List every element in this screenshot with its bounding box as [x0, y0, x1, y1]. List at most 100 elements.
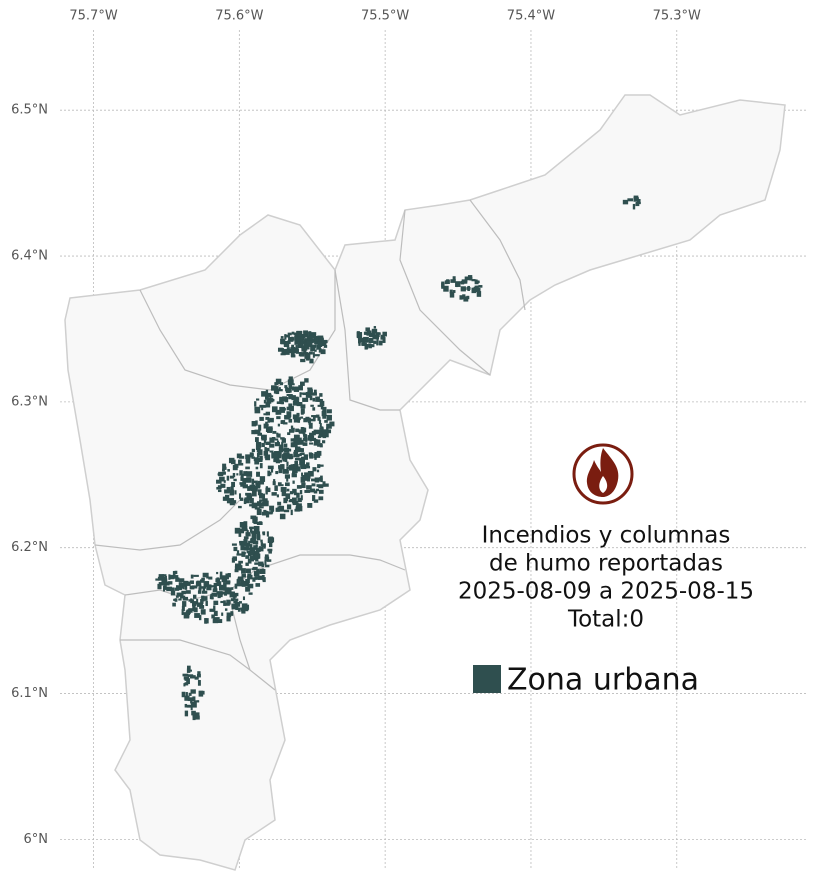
urban-patch — [375, 332, 381, 335]
urban-patch — [297, 343, 304, 349]
urban-patch — [249, 544, 253, 549]
urban-patch — [247, 574, 253, 580]
urban-patch — [238, 505, 242, 509]
urban-patch — [223, 582, 227, 588]
urban-patch — [232, 595, 237, 598]
urban-patch — [262, 531, 265, 534]
urban-patch — [238, 529, 244, 532]
urban-patch — [373, 326, 377, 329]
urban-patch — [288, 349, 293, 354]
urban-patch — [460, 286, 466, 292]
urban-patch — [255, 544, 258, 547]
urban-patch — [192, 604, 196, 611]
annotation-line: 2025-08-09 a 2025-08-15 — [458, 579, 754, 605]
annotation-line: Incendios y columnas — [482, 523, 731, 549]
urban-patch — [245, 525, 248, 529]
y-tick-label: 6.1°N — [11, 686, 48, 701]
urban-patch — [190, 697, 193, 704]
urban-patch — [627, 198, 633, 202]
urban-patch — [217, 485, 222, 489]
urban-patch — [277, 501, 282, 506]
urban-patch — [294, 340, 299, 345]
urban-patch — [475, 280, 480, 284]
urban-patch — [232, 472, 236, 478]
urban-patch — [249, 498, 254, 504]
urban-patch — [312, 495, 316, 502]
urban-patch — [305, 391, 312, 398]
urban-patch — [273, 389, 278, 394]
urban-patch — [259, 492, 263, 499]
urban-patch — [286, 415, 291, 419]
urban-patch — [298, 429, 301, 434]
legend-label: Zona urbana — [507, 663, 699, 698]
urban-patch — [265, 389, 269, 396]
urban-patch — [295, 337, 301, 341]
urban-patch — [633, 195, 639, 200]
urban-patch — [221, 612, 224, 616]
urban-patch — [250, 538, 254, 542]
urban-patch — [275, 388, 280, 395]
urban-patch — [242, 596, 246, 601]
urban-patch — [192, 696, 196, 702]
urban-patch — [309, 345, 313, 348]
urban-patch — [289, 491, 294, 495]
urban-patch — [194, 613, 200, 618]
urban-patch — [267, 419, 270, 423]
urban-patch — [183, 683, 186, 687]
urban-patch — [467, 285, 470, 292]
urban-patch — [174, 570, 178, 575]
urban-patch — [261, 563, 264, 568]
urban-patch — [379, 340, 383, 346]
urban-patch — [304, 489, 311, 493]
urban-patch — [264, 454, 269, 459]
urban-patch — [239, 541, 242, 544]
urban-patch — [251, 490, 257, 497]
urban-patch — [268, 550, 272, 554]
urban-patch — [242, 581, 246, 586]
urban-patch — [254, 459, 260, 465]
urban-patch — [245, 555, 250, 559]
urban-patch — [314, 341, 320, 345]
urban-patch — [192, 601, 197, 607]
urban-patch — [224, 590, 230, 595]
urban-patch — [280, 353, 286, 356]
urban-patch — [290, 438, 295, 442]
urban-patch — [452, 290, 456, 293]
urban-patch — [312, 352, 315, 358]
urban-patch — [261, 434, 267, 441]
urban-patch — [318, 336, 322, 342]
urban-patch — [193, 700, 200, 703]
urban-patch — [261, 493, 266, 499]
urban-patch — [292, 480, 295, 484]
urban-patch — [223, 466, 227, 470]
urban-patch — [471, 279, 476, 282]
urban-patch — [299, 452, 302, 457]
urban-patch — [291, 345, 294, 348]
urban-patch — [304, 466, 311, 469]
urban-patch — [183, 612, 190, 619]
urban-patch — [313, 499, 319, 503]
urban-patch — [475, 287, 481, 293]
urban-patch — [170, 590, 176, 596]
urban-patch — [215, 578, 221, 583]
urban-patch — [168, 581, 173, 585]
urban-patch — [293, 438, 300, 444]
fire-icon — [572, 443, 634, 505]
urban-patch — [268, 536, 274, 542]
urban-patch — [200, 598, 203, 604]
urban-patch — [267, 470, 271, 477]
urban-patch — [265, 489, 268, 495]
urban-patch — [289, 498, 294, 502]
urban-patch — [216, 479, 222, 484]
urban-patch — [314, 354, 320, 357]
urban-patch — [254, 553, 261, 559]
urban-patch — [181, 605, 185, 612]
urban-patch — [244, 604, 248, 611]
urban-patch — [184, 710, 189, 717]
urban-patch — [226, 615, 231, 622]
urban-patch — [255, 484, 259, 489]
urban-patch — [323, 432, 327, 436]
urban-patch — [307, 387, 313, 390]
urban-patch — [239, 482, 245, 485]
urban-patch — [256, 452, 260, 458]
